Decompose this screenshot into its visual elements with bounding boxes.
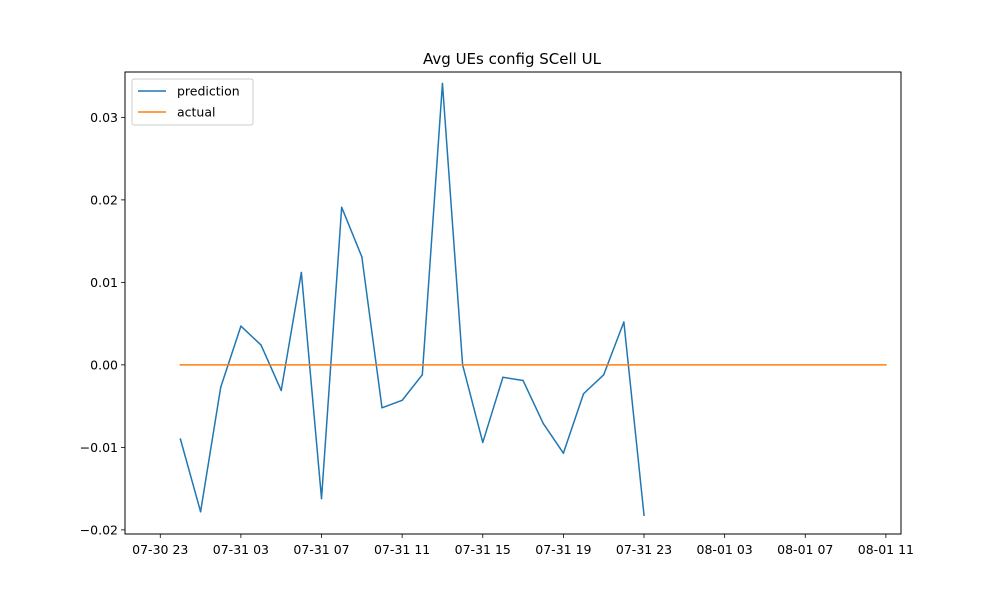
data-point-prediction-9: [361, 256, 363, 258]
legend-label-actual: actual: [177, 105, 216, 120]
chart-title: Avg UEs config SCell UL: [423, 50, 602, 68]
y-axis-ticks: −0.02 −0.01 0.00 0.01 0.02 0.03: [80, 110, 125, 537]
legend: prediction actual: [131, 78, 254, 126]
plot-frame: [124, 71, 902, 535]
data-point-prediction-22: [623, 321, 625, 323]
x-tick-label: 08-01 07: [777, 542, 833, 557]
data-point-prediction-11: [401, 399, 403, 402]
data-point-prediction-0: [179, 438, 182, 440]
data-point-prediction-16: [502, 376, 504, 378]
data-point-prediction-10: [381, 407, 383, 409]
y-tick-label: −0.01: [80, 440, 118, 455]
x-tick-label: 07-31 19: [535, 542, 591, 557]
x-tick-label: 07-31 15: [455, 542, 511, 557]
data-point-prediction-12: [421, 374, 424, 376]
x-tick-label: 07-31 07: [293, 542, 349, 557]
data-point-prediction-8: [340, 206, 343, 209]
data-point-prediction-23: [643, 514, 645, 516]
x-tick-label: 07-30 23: [132, 542, 188, 557]
data-point-actual-1: [885, 364, 887, 366]
data-point-prediction-20: [582, 393, 585, 395]
y-tick-label: 0.01: [90, 275, 118, 290]
data-point-prediction-1: [199, 510, 202, 513]
y-tick-label: 0.02: [90, 192, 118, 207]
data-point-prediction-7: [320, 497, 323, 500]
data-point-prediction-4: [260, 344, 262, 346]
data-point-prediction-17: [522, 379, 524, 382]
y-tick-label: 0.00: [90, 357, 118, 372]
series-layer: [179, 82, 887, 516]
y-tick-label: 0.03: [90, 110, 118, 125]
x-tick-label: 07-31 23: [616, 542, 672, 557]
data-point-prediction-18: [542, 422, 544, 425]
series-line-prediction: [179, 82, 645, 516]
legend-label-prediction: prediction: [177, 84, 240, 99]
data-point-prediction-21: [602, 374, 605, 376]
x-tick-label: 08-01 03: [697, 542, 753, 557]
data-point-prediction-3: [240, 325, 242, 327]
axes-layer: [124, 71, 902, 535]
data-point-actual-0: [179, 364, 182, 366]
y-tick-label: −0.02: [80, 522, 118, 537]
data-point-prediction-13: [441, 82, 444, 85]
x-tick-label: 07-31 11: [374, 542, 430, 557]
data-point-prediction-5: [280, 389, 282, 392]
data-point-prediction-6: [300, 271, 303, 274]
x-tick-label: 08-01 11: [858, 542, 914, 557]
legend-items: prediction actual: [138, 84, 240, 120]
x-axis-ticks: 07-30 23 07-31 03 07-31 07 07-31 11 07-31 15…: [132, 534, 914, 557]
data-point-prediction-19: [562, 452, 565, 454]
data-point-prediction-2: [219, 386, 222, 388]
data-point-prediction-15: [482, 441, 484, 444]
x-tick-label: 07-31 03: [213, 542, 269, 557]
